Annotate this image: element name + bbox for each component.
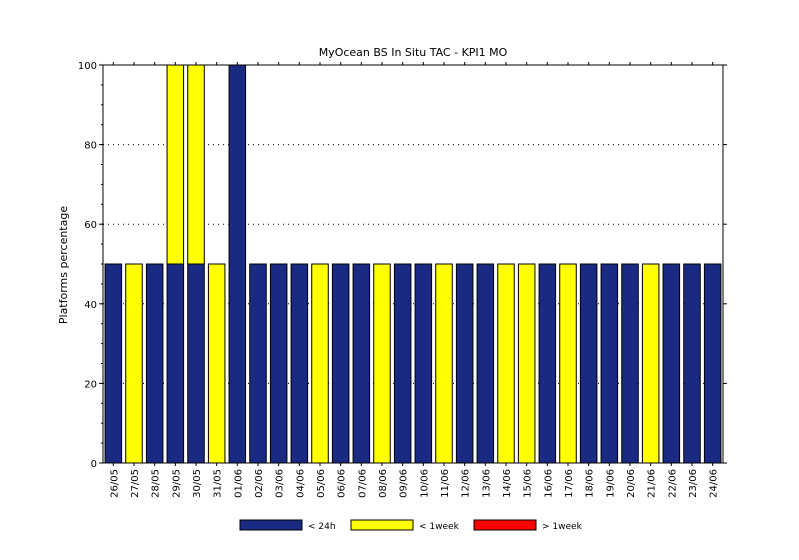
x-tick-label-14-06: 14/06 xyxy=(502,469,513,498)
bar-10-06-series-0 xyxy=(414,263,433,464)
x-tick-label-02-06: 02/06 xyxy=(254,469,265,498)
bar-05-06-series-1 xyxy=(311,263,329,464)
bars xyxy=(104,64,722,464)
x-tick-label-21-06: 21/06 xyxy=(647,469,658,498)
x-tick-label-13-06: 13/06 xyxy=(481,469,492,498)
bar-11-06-series-1 xyxy=(435,263,453,464)
x-tick-label-10-06: 10/06 xyxy=(419,469,430,498)
x-tick-label-06-06: 06/06 xyxy=(337,469,348,498)
x-tick-label-24-06: 24/06 xyxy=(709,469,720,498)
bar-02-06-series-0 xyxy=(249,263,267,464)
legend-swatch-2 xyxy=(473,519,537,531)
x-tick-label-29-05: 29/05 xyxy=(171,469,182,498)
legend-swatch-1 xyxy=(350,519,414,531)
bar-14-06-series-1 xyxy=(497,263,515,464)
x-tick-label-12-06: 12/06 xyxy=(461,469,472,498)
bar-27-05-series-1 xyxy=(125,263,143,464)
bar-30-05-series-1 xyxy=(187,64,205,265)
x-tick-label-28-05: 28/05 xyxy=(151,469,162,498)
bar-20-06-series-0 xyxy=(621,263,639,464)
x-tick-label-05-06: 05/06 xyxy=(316,469,327,498)
x-tick-label-08-06: 08/06 xyxy=(378,469,389,498)
legend: < 24h < 1week > 1week xyxy=(239,519,583,532)
y-tick-label-0: 0 xyxy=(91,459,97,470)
bar-29-05-series-0 xyxy=(166,263,185,464)
x-tick-label-07-06: 07/06 xyxy=(357,469,368,498)
x-tick-label-11-06: 11/06 xyxy=(440,469,451,498)
bar-30-05-series-0 xyxy=(187,263,205,464)
legend-label-1: < 1week xyxy=(419,522,460,532)
y-tick-label-40: 40 xyxy=(84,300,97,311)
bar-24-06-series-0 xyxy=(703,263,722,464)
axes: 0 20 40 60 80 100 26/05 27/05 28/05 29/05 30/05 31/… xyxy=(78,61,727,498)
bar-12-06-series-0 xyxy=(455,263,474,464)
bar-26-05-series-0 xyxy=(104,263,123,464)
bar-21-06-series-1 xyxy=(641,263,660,464)
bar-07-06-series-0 xyxy=(352,263,371,464)
x-tick-label-30-05: 30/05 xyxy=(192,469,203,498)
y-tick-label-80: 80 xyxy=(84,141,97,152)
x-tick-label-27-05: 27/05 xyxy=(130,469,141,498)
x-tick-label-17-06: 17/06 xyxy=(564,469,575,498)
x-tick-label-18-06: 18/06 xyxy=(585,469,596,498)
bar-23-06-series-0 xyxy=(683,263,701,464)
x-tick-label-26-05: 26/05 xyxy=(109,469,120,498)
bar-31-05-series-1 xyxy=(207,263,226,464)
bar-22-06-series-0 xyxy=(662,263,681,464)
bar-03-06-series-0 xyxy=(269,263,288,464)
y-tick-label-100: 100 xyxy=(78,61,97,72)
x-tick-label-31-05: 31/05 xyxy=(213,469,224,498)
bar-17-06-series-1 xyxy=(559,263,577,464)
legend-label-0: < 24h xyxy=(308,522,336,532)
bar-15-06-series-1 xyxy=(517,263,536,464)
bar-06-06-series-0 xyxy=(331,263,350,464)
bar-19-06-series-0 xyxy=(600,263,619,464)
bar-16-06-series-0 xyxy=(538,263,557,464)
y-axis-label: Platforms percentage xyxy=(57,206,70,324)
x-tick-label-09-06: 09/06 xyxy=(399,469,410,498)
x-tick-label-16-06: 16/06 xyxy=(543,469,554,498)
x-tick-label-20-06: 20/06 xyxy=(626,469,637,498)
bar-01-06-series-0 xyxy=(228,64,247,464)
x-tick-label-04-06: 04/06 xyxy=(295,469,306,498)
y-tick-label-20: 20 xyxy=(84,379,97,390)
x-tick-label-01-06: 01/06 xyxy=(233,469,244,498)
chart-title: MyOcean BS In Situ TAC - KPI1 MO xyxy=(319,46,508,59)
legend-swatch-0 xyxy=(239,519,303,531)
x-tick-label-03-06: 03/06 xyxy=(275,469,286,498)
bar-29-05-series-1 xyxy=(166,64,185,265)
x-tick-label-23-06: 23/06 xyxy=(688,469,699,498)
bar-13-06-series-0 xyxy=(476,263,495,464)
bar-04-06-series-0 xyxy=(290,263,309,464)
y-tick-label-60: 60 xyxy=(84,220,97,231)
bar-28-05-series-0 xyxy=(145,263,164,464)
bar-18-06-series-0 xyxy=(579,263,598,464)
x-tick-label-15-06: 15/06 xyxy=(523,469,534,498)
legend-label-2: > 1week xyxy=(542,522,583,532)
bar-09-06-series-0 xyxy=(393,263,412,464)
bar-08-06-series-1 xyxy=(373,263,391,464)
x-tick-label-19-06: 19/06 xyxy=(605,469,616,498)
x-tick-label-22-06: 22/06 xyxy=(667,469,678,498)
